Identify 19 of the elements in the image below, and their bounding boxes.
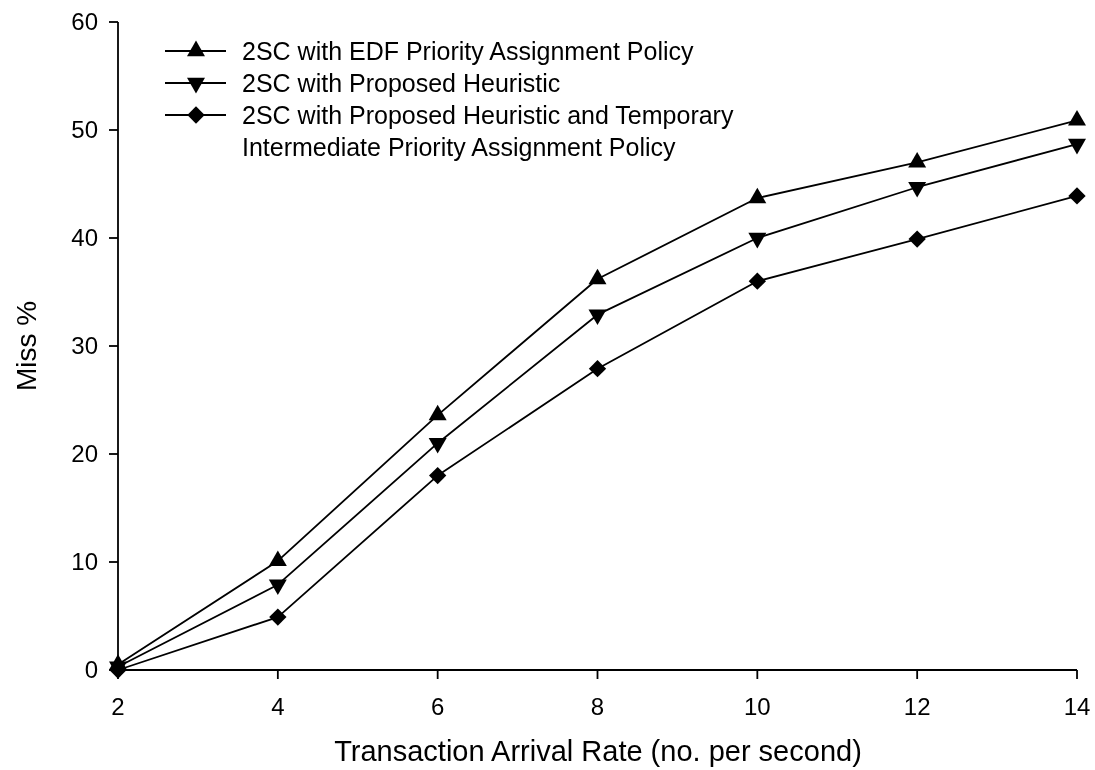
y-tick-label: 10 <box>71 548 98 576</box>
legend-label: 2SC with Proposed Heuristic <box>242 68 561 97</box>
y-tick-label: 50 <box>71 116 98 144</box>
x-tick-label: 12 <box>903 693 931 720</box>
x-tick-label: 10 <box>743 693 771 720</box>
x-tick-label: 6 <box>430 693 445 720</box>
y-tick-label: 30 <box>71 332 98 360</box>
y-tick-label: 20 <box>71 440 98 468</box>
legend-label: 2SC with EDF Priority Assignment Policy <box>242 36 695 65</box>
x-tick-label: 14 <box>1063 693 1091 720</box>
x-tick-label: 8 <box>590 693 605 720</box>
y-tick-label: 60 <box>71 8 98 36</box>
x-tick-label: 2 <box>111 693 125 720</box>
legend-label: 2SC with Proposed Heuristic and Temporary Intermediate Priority Assignment Policy <box>242 100 734 161</box>
y-tick-label: 40 <box>71 224 98 252</box>
y-tick-label: 0 <box>84 656 98 684</box>
x-tick-label: 4 <box>271 693 285 720</box>
x-axis-title: Transaction Arrival Rate (no. per second) <box>334 735 862 767</box>
y-axis-title: Miss % <box>11 300 42 392</box>
